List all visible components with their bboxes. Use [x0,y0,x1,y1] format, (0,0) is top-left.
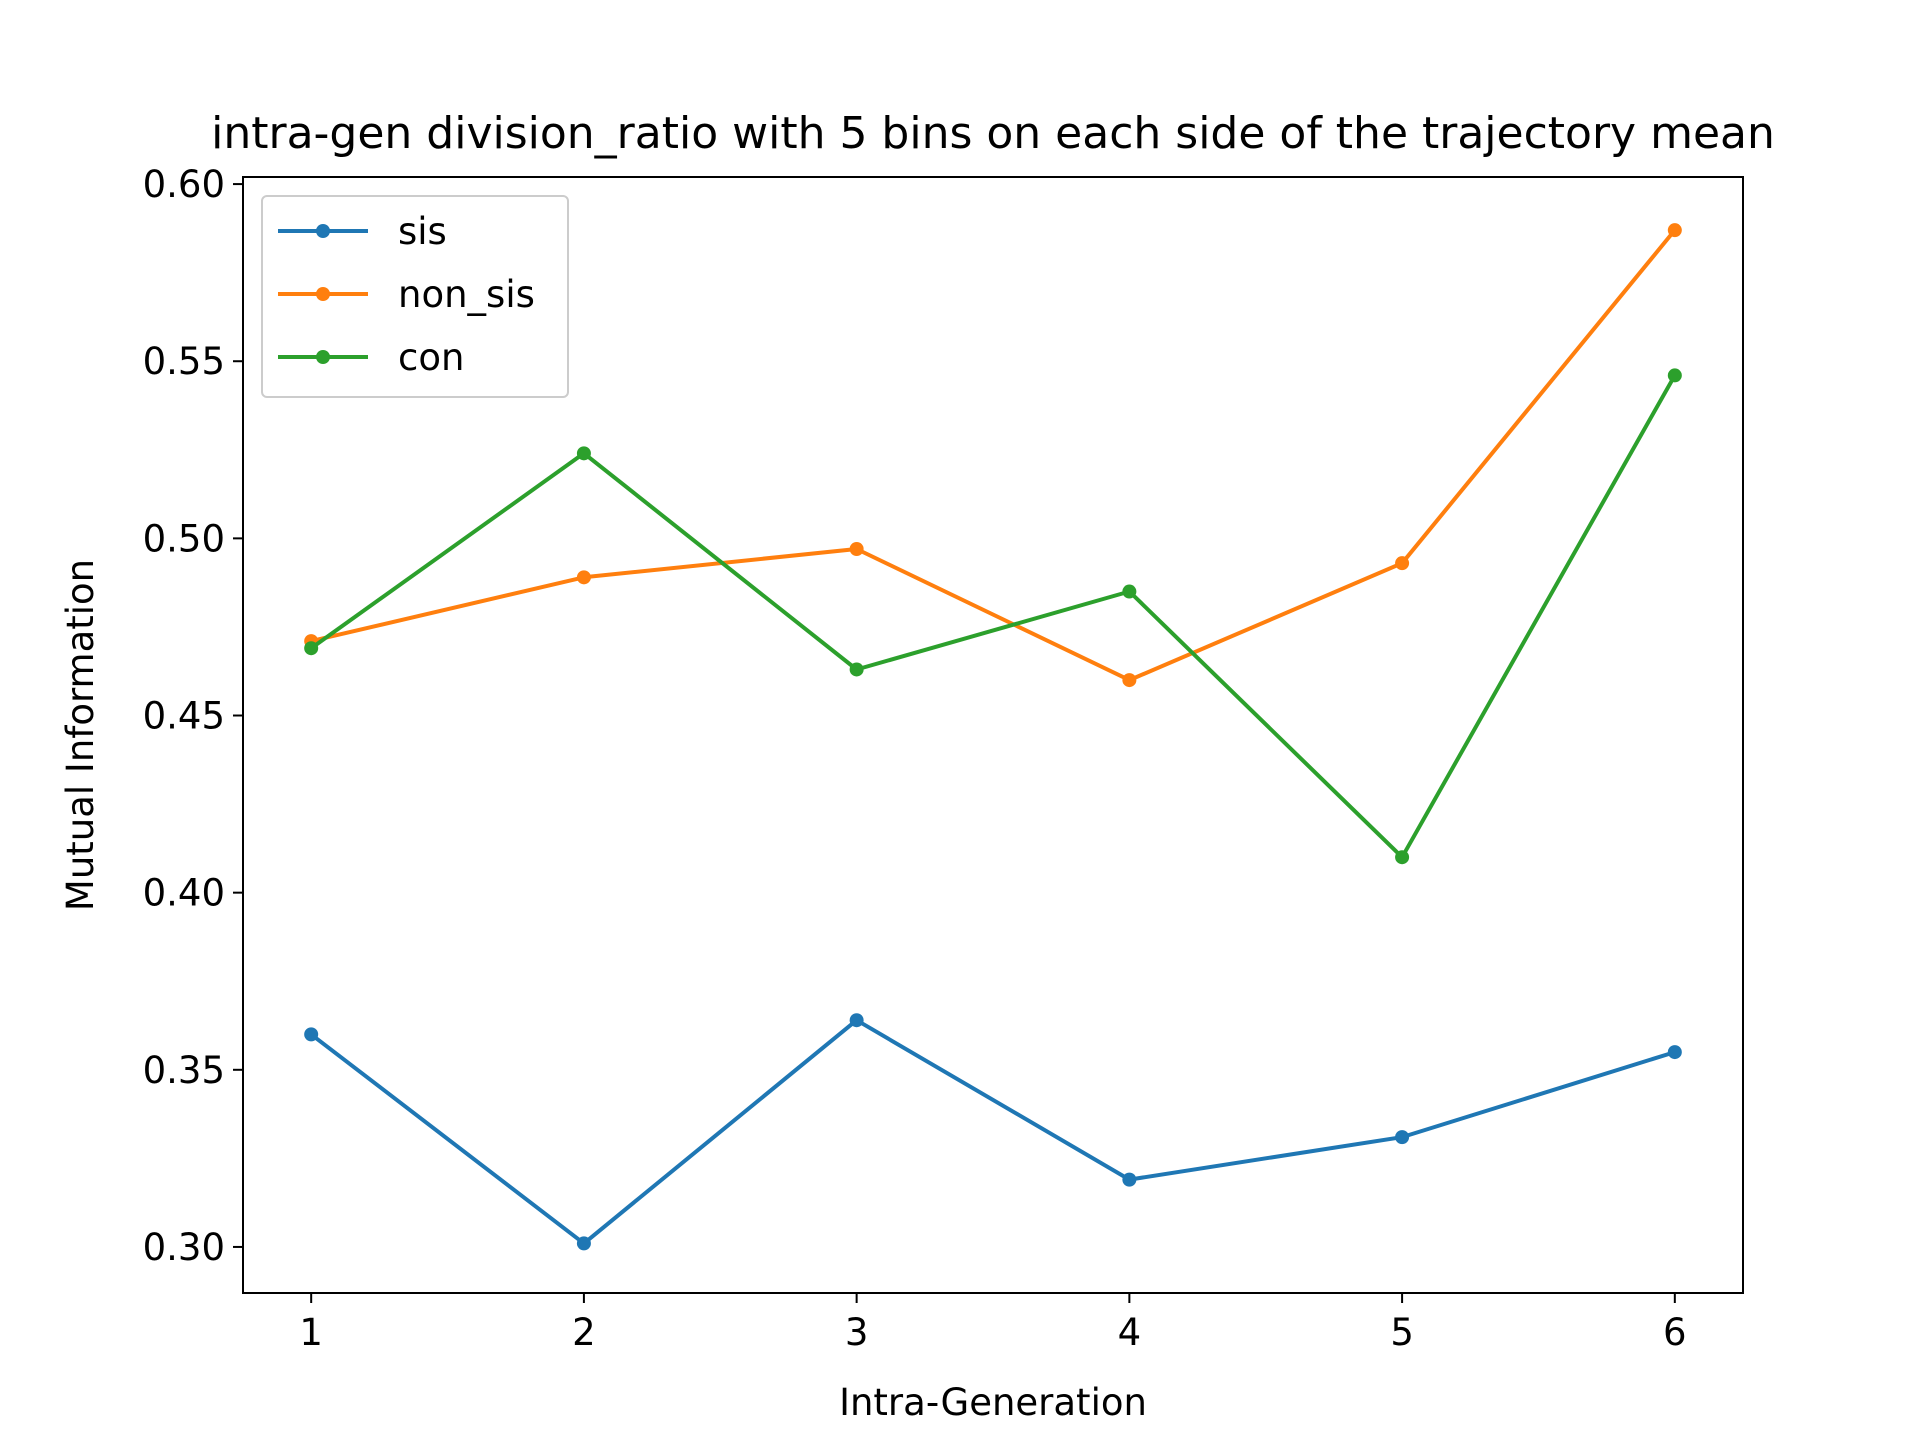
series-sis [304,1013,1682,1251]
legend-label: non_sis [398,273,535,316]
axis-ticks: 1 2 3 4 5 6 0.30 0.35 0.40 0.45 0.50 0.55 0.60 [143,163,1687,1354]
y-tick-label: 0.60 [143,163,225,206]
y-tick-label: 0.30 [143,1226,225,1269]
legend-frame [261,195,569,398]
series-line [310,374,1677,860]
y-tick-label: 0.35 [143,1049,225,1092]
x-tick-label: 6 [1663,1311,1687,1354]
data-point [576,570,591,585]
data-point [1122,673,1137,688]
data-point [1667,223,1682,238]
legend-swatch-marker [316,224,330,238]
x-tick-label: 3 [845,1311,869,1354]
x-axis-label: Intra-Generation [839,1381,1147,1424]
legend-swatch-marker [316,350,330,364]
series-line [309,1018,1676,1246]
data-point [1667,368,1682,383]
legend-item: non_sis [278,273,535,316]
data-point [1122,1172,1137,1187]
legend-swatch-marker [316,287,330,301]
data-point [1395,850,1410,865]
data-point [1395,556,1410,571]
plot-area-frame [242,176,1744,1294]
series-line [310,228,1677,683]
y-tick-label: 0.45 [143,695,225,738]
y-tick-label: 0.40 [143,872,225,915]
x-tick-label: 2 [572,1311,596,1354]
data-point [849,542,864,556]
y-tick-label: 0.55 [143,340,225,383]
data-point [1395,1130,1410,1145]
x-tick-label: 1 [299,1311,323,1354]
chart-title: intra-gen division_ratio with 5 bins on … [211,108,1775,159]
data-point [576,446,591,461]
data-point [849,1013,864,1028]
legend-item: sis [278,210,447,253]
legend-label: con [398,336,464,379]
y-axis-label: Mutual Information [59,559,102,911]
series-non_sis [304,223,1682,688]
data-point [1122,584,1137,599]
series-con [304,368,1682,865]
legend-item: con [278,336,464,379]
x-tick-label: 4 [1118,1311,1142,1354]
y-tick-label: 0.50 [143,517,225,560]
data-point [849,662,864,677]
data-point [1667,1045,1682,1060]
data-series [304,223,1682,1251]
legend-label: sis [398,210,447,253]
x-tick-label: 5 [1390,1311,1414,1354]
data-point [576,1236,591,1251]
data-point [304,1027,319,1042]
data-point [304,641,319,656]
